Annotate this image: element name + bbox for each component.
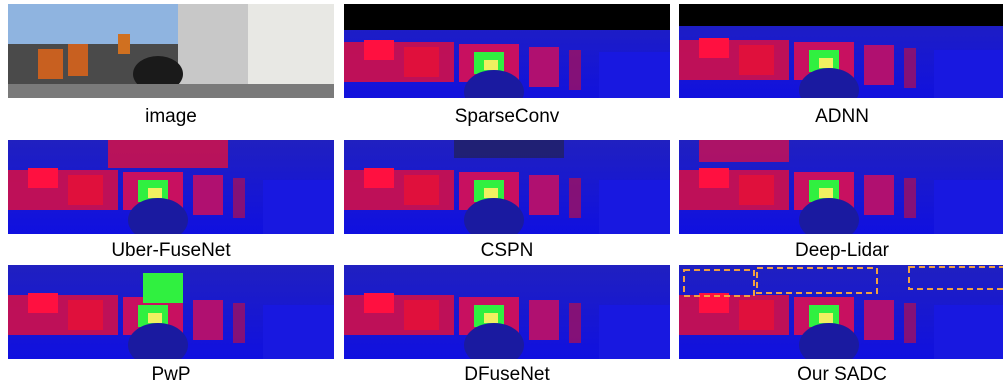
panel-cspn: [344, 140, 670, 234]
caption: Uber-FuseNet: [111, 240, 231, 261]
panel-deep-lidar: [679, 140, 1003, 234]
depth-map: [8, 140, 334, 234]
depth-map: [344, 265, 670, 359]
caption: Deep-Lidar: [795, 240, 889, 261]
panel-adnn: [679, 4, 1003, 98]
panel-pwp: [8, 265, 334, 359]
panel-our-sadc: [679, 265, 1003, 359]
annotation-box: [683, 269, 755, 297]
depth-map: [679, 265, 1003, 359]
panel-sparseconv: [344, 4, 670, 98]
caption: image: [145, 106, 197, 127]
panel-image: [8, 4, 334, 98]
panel-dfusenet: [344, 265, 670, 359]
depth-map: [679, 4, 1003, 98]
panel-uber-fusenet: [8, 140, 334, 234]
caption: SparseConv: [454, 106, 560, 127]
depth-map: [344, 140, 670, 234]
caption: ADNN: [815, 106, 869, 127]
caption: PwP: [151, 364, 191, 385]
caption: CSPN: [480, 240, 534, 261]
annotation-box: [756, 267, 878, 294]
annotation-box: [908, 266, 1003, 290]
street-photo: [8, 4, 334, 98]
depth-map: [8, 265, 334, 359]
depth-map: [679, 140, 1003, 234]
caption: Our SADC: [797, 364, 887, 385]
depth-map: [344, 4, 670, 98]
caption: DFuseNet: [464, 364, 550, 385]
